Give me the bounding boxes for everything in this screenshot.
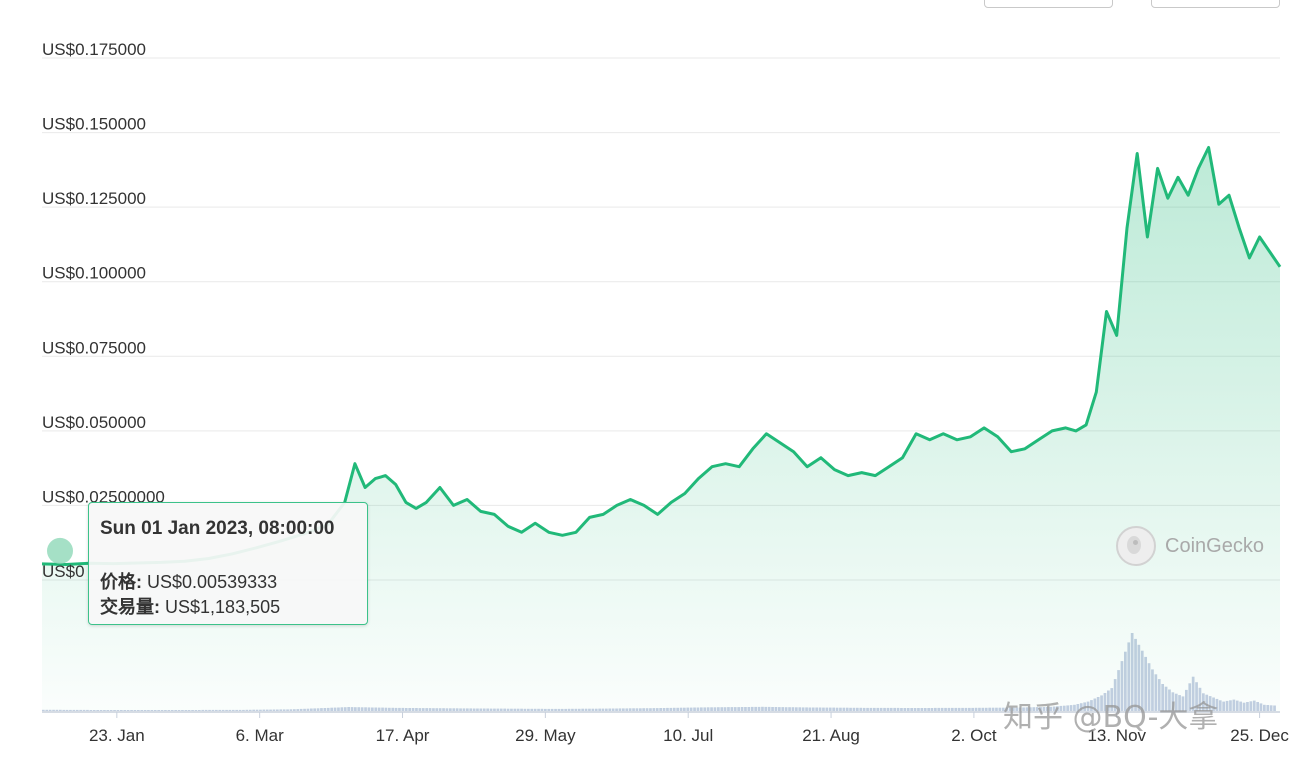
price-line: [41, 146, 1282, 566]
x-tick-label: 21. Aug: [802, 726, 860, 745]
hover-point-marker: [47, 537, 73, 564]
range-button-left[interactable]: [984, 0, 1113, 8]
tooltip-volume-value: US$1,183,505: [165, 597, 281, 617]
range-button-right[interactable]: [1151, 0, 1280, 8]
y-tick-label: US$0.050000: [42, 413, 146, 432]
watermark-text: 知乎 @BQ-大拿: [1003, 700, 1219, 735]
x-tick-label: 10. Jul: [663, 726, 713, 745]
tooltip-price-value: US$0.00539333: [147, 572, 278, 592]
x-tick-label: 17. Apr: [376, 726, 430, 745]
y-tick-label: US$0.02500000: [42, 487, 165, 506]
tooltip-volume: 交易量: US$1,183,505: [100, 593, 280, 619]
y-tick-label: US$0.100000: [42, 264, 146, 283]
x-tick-label: 23. Jan: [89, 726, 145, 745]
y-axis-labels: US$0.175000 US$0.150000 US$0.125000 US$0.10…: [42, 40, 165, 581]
price-area: [42, 147, 1280, 711]
x-tick-label: 13. Nov: [1087, 726, 1146, 745]
tooltip-price: 价格: US$0.00539333: [100, 568, 277, 594]
x-tick-label: 29. May: [515, 726, 576, 745]
brand-name: CoinGecko: [1165, 534, 1264, 557]
chart-tooltip: Sun 01 Jan 2023, 08:00:00 价格: US$0.00539…: [88, 502, 368, 625]
y-tick-label: US$0: [42, 562, 85, 581]
x-tick-label: 2. Oct: [951, 726, 997, 745]
gecko-logo-icon: [1116, 526, 1156, 566]
y-tick-label: US$0.175000: [42, 40, 146, 59]
y-tick-label: US$0.150000: [42, 115, 146, 134]
tooltip-price-label: 价格:: [100, 572, 142, 592]
y-tick-label: US$0.075000: [42, 338, 146, 357]
coingecko-brand: CoinGecko: [1116, 526, 1264, 566]
x-tick-label: 6. Mar: [236, 726, 285, 745]
y-tick-label: US$0.125000: [42, 189, 146, 208]
x-axis-labels: 23. Jan 6. Mar 17. Apr 29. May 10. Jul 21. Au…: [89, 726, 1289, 745]
tooltip-date: Sun 01 Jan 2023, 08:00:00: [100, 518, 335, 539]
tooltip-volume-label: 交易量:: [100, 597, 160, 617]
x-tick-label: 25. Dec: [1230, 726, 1289, 745]
